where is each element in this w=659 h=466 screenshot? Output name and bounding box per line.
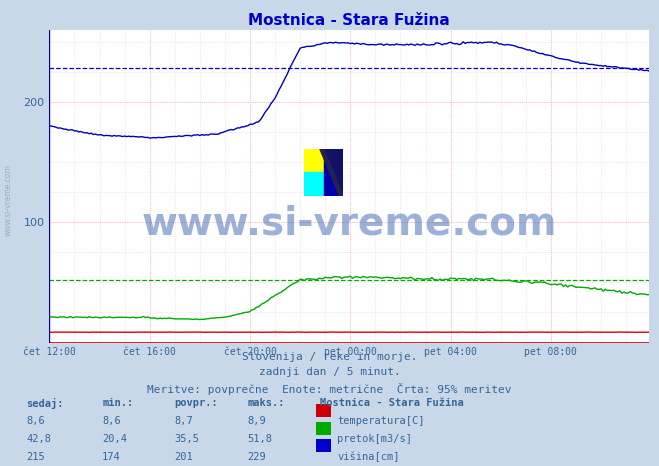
Text: 51,8: 51,8 xyxy=(247,434,272,444)
Text: 20,4: 20,4 xyxy=(102,434,127,444)
Text: 8,9: 8,9 xyxy=(247,416,266,426)
Text: 8,7: 8,7 xyxy=(175,416,193,426)
Text: maks.:: maks.: xyxy=(247,398,285,408)
Text: 174: 174 xyxy=(102,452,121,461)
Text: 8,6: 8,6 xyxy=(102,416,121,426)
Text: 35,5: 35,5 xyxy=(175,434,200,444)
Text: 8,6: 8,6 xyxy=(26,416,45,426)
Text: temperatura[C]: temperatura[C] xyxy=(337,416,425,426)
Text: pretok[m3/s]: pretok[m3/s] xyxy=(337,434,413,444)
Text: 201: 201 xyxy=(175,452,193,461)
Text: Mostnica - Stara Fužina: Mostnica - Stara Fužina xyxy=(320,398,463,408)
Text: min.:: min.: xyxy=(102,398,133,408)
Text: 229: 229 xyxy=(247,452,266,461)
Text: višina[cm]: višina[cm] xyxy=(337,452,400,462)
Text: www.si-vreme.com: www.si-vreme.com xyxy=(142,205,557,243)
Text: povpr.:: povpr.: xyxy=(175,398,218,408)
Text: 42,8: 42,8 xyxy=(26,434,51,444)
Text: zadnji dan / 5 minut.: zadnji dan / 5 minut. xyxy=(258,367,401,377)
Text: Slovenija / reke in morje.: Slovenija / reke in morje. xyxy=(242,352,417,362)
Text: Meritve: povprečne  Enote: metrične  Črta: 95% meritev: Meritve: povprečne Enote: metrične Črta:… xyxy=(147,383,512,395)
Text: www.si-vreme.com: www.si-vreme.com xyxy=(3,164,13,236)
Title: Mostnica - Stara Fužina: Mostnica - Stara Fužina xyxy=(248,13,450,28)
Text: sedaj:: sedaj: xyxy=(26,398,64,410)
Text: 215: 215 xyxy=(26,452,45,461)
